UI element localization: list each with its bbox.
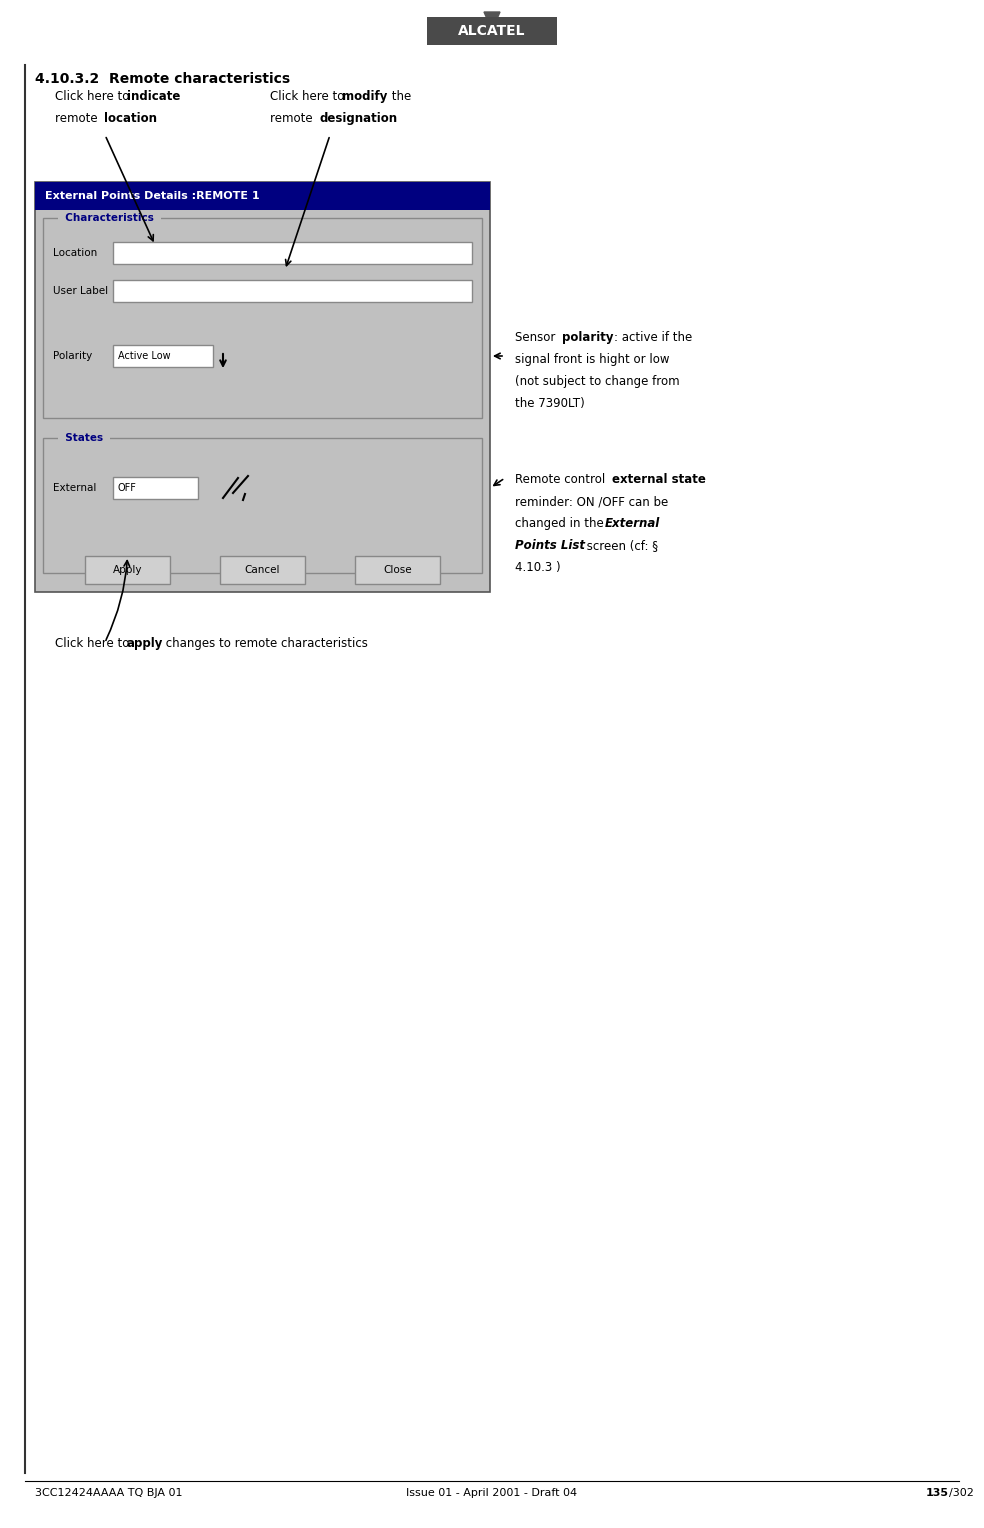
Text: 4.10.3.2  Remote characteristics: 4.10.3.2 Remote characteristics bbox=[35, 72, 290, 86]
Text: External: External bbox=[53, 483, 96, 494]
Text: remote: remote bbox=[270, 112, 317, 125]
Text: Click here to: Click here to bbox=[270, 90, 348, 102]
Bar bbox=[355, 556, 440, 584]
Polygon shape bbox=[484, 12, 500, 31]
Bar bbox=[113, 280, 472, 303]
Text: States: States bbox=[58, 432, 110, 443]
Bar bbox=[35, 182, 490, 591]
Text: signal front is hight or low: signal front is hight or low bbox=[515, 353, 669, 367]
Text: location: location bbox=[104, 112, 157, 125]
Text: reminder: ON /OFF can be: reminder: ON /OFF can be bbox=[515, 495, 668, 507]
Text: Issue 01 - April 2001 - Draft 04: Issue 01 - April 2001 - Draft 04 bbox=[406, 1488, 578, 1497]
Text: changes to remote characteristics: changes to remote characteristics bbox=[162, 637, 368, 649]
Text: the: the bbox=[388, 90, 411, 102]
Text: Click here to: Click here to bbox=[55, 90, 133, 102]
Bar bbox=[85, 556, 170, 584]
Bar bbox=[43, 219, 482, 419]
Text: the 7390LT): the 7390LT) bbox=[515, 397, 584, 410]
Text: designation: designation bbox=[319, 112, 398, 125]
Text: Remote control: Remote control bbox=[515, 474, 609, 486]
Text: remote: remote bbox=[55, 112, 101, 125]
Text: Active Low: Active Low bbox=[118, 351, 170, 361]
Text: (not subject to change from: (not subject to change from bbox=[515, 374, 680, 388]
Text: polarity: polarity bbox=[562, 332, 613, 344]
Bar bbox=[220, 556, 305, 584]
Text: apply: apply bbox=[127, 637, 163, 649]
Text: Points List: Points List bbox=[515, 539, 585, 552]
Text: indicate: indicate bbox=[127, 90, 180, 102]
Text: User Label: User Label bbox=[53, 286, 108, 296]
Bar bbox=[35, 182, 490, 209]
Text: Close: Close bbox=[383, 565, 412, 575]
Bar bbox=[113, 241, 472, 264]
Text: 135: 135 bbox=[926, 1488, 949, 1497]
Text: Apply: Apply bbox=[113, 565, 143, 575]
Text: /302: /302 bbox=[949, 1488, 974, 1497]
Bar bbox=[113, 477, 198, 500]
Text: External: External bbox=[605, 516, 660, 530]
Text: screen (cf: §: screen (cf: § bbox=[583, 539, 658, 552]
Bar bbox=[427, 17, 557, 44]
Text: Characteristics: Characteristics bbox=[58, 212, 161, 223]
Text: ALCATEL: ALCATEL bbox=[459, 24, 525, 38]
Bar bbox=[113, 345, 213, 367]
Text: Polarity: Polarity bbox=[53, 351, 92, 361]
Text: 3CC12424AAAA TQ BJA 01: 3CC12424AAAA TQ BJA 01 bbox=[35, 1488, 182, 1497]
Text: external state: external state bbox=[612, 474, 706, 486]
Text: Cancel: Cancel bbox=[245, 565, 280, 575]
Text: External Points Details :REMOTE 1: External Points Details :REMOTE 1 bbox=[45, 191, 260, 202]
Text: Location: Location bbox=[53, 248, 97, 258]
Text: Click here to: Click here to bbox=[55, 637, 133, 649]
Text: Sensor: Sensor bbox=[515, 332, 559, 344]
Text: OFF: OFF bbox=[118, 483, 137, 494]
Text: : active if the: : active if the bbox=[614, 332, 693, 344]
Text: changed in the: changed in the bbox=[515, 516, 607, 530]
Text: 4.10.3 ): 4.10.3 ) bbox=[515, 561, 561, 575]
Bar bbox=[43, 439, 482, 573]
Text: modify: modify bbox=[342, 90, 388, 102]
